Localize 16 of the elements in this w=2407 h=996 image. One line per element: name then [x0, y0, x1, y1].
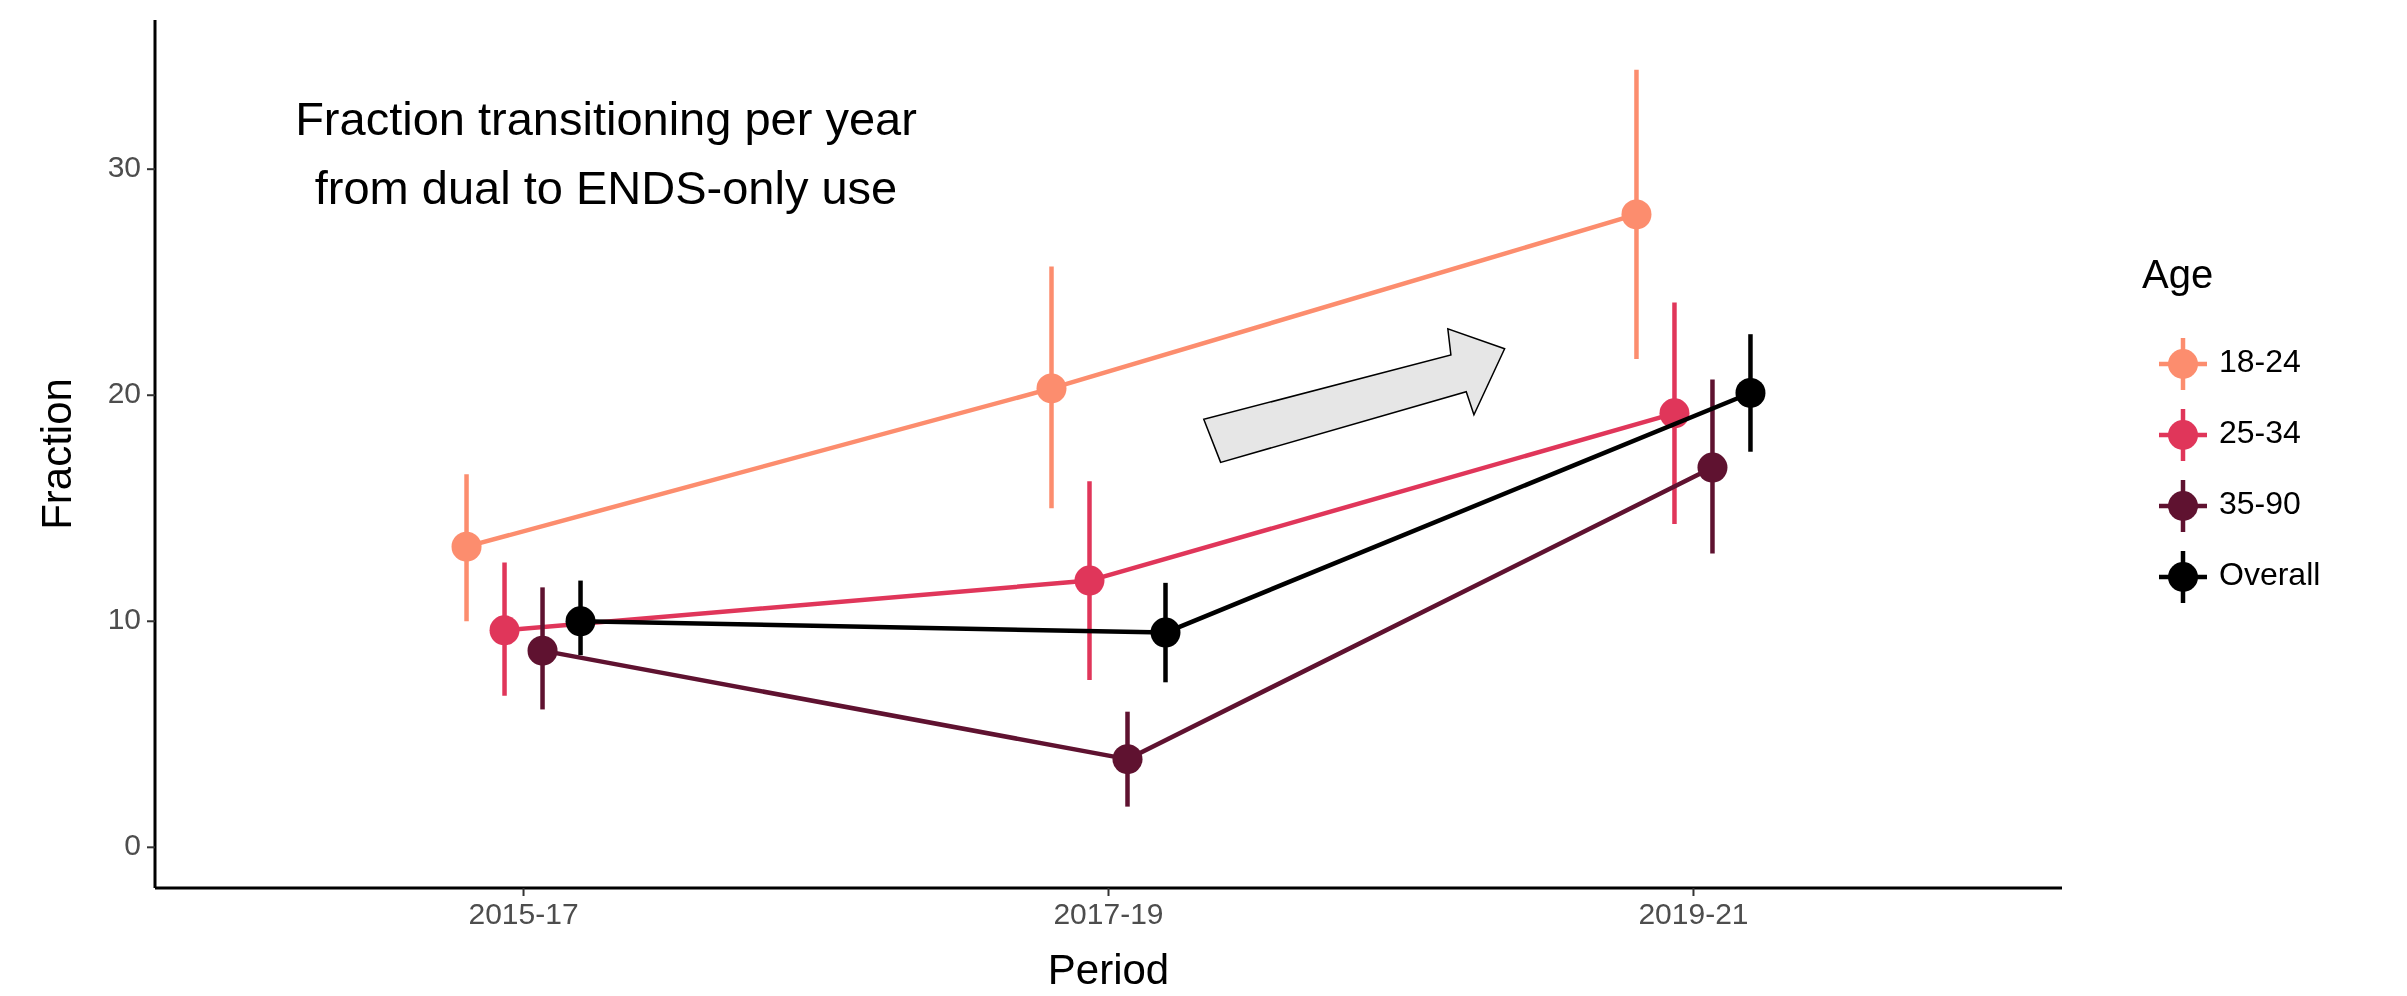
x-tick-label: 2015-17 — [468, 897, 579, 930]
annotation: from dual to ENDS-only use — [314, 161, 898, 215]
y-tick-label: 30 — [107, 150, 141, 184]
y-tick-label: 20 — [107, 376, 141, 410]
legend-title: Age — [2142, 251, 2214, 296]
y-axis-title: Fraction — [33, 378, 81, 530]
legend-label: 35-90 — [2219, 485, 2301, 522]
x-tick-label: 2019-21 — [1638, 897, 1749, 930]
x-tick-label: 2017-19 — [1053, 897, 1164, 930]
annotation: Fraction transitioning per year — [295, 92, 917, 146]
x-axis-title: Period — [1047, 946, 1170, 993]
legend-label: Overall — [2219, 556, 2321, 593]
y-tick-label: 0 — [124, 828, 141, 862]
legend-label: 18-24 — [2219, 343, 2301, 380]
y-tick-label: 10 — [107, 602, 141, 636]
legend-label: 25-34 — [2219, 414, 2301, 451]
